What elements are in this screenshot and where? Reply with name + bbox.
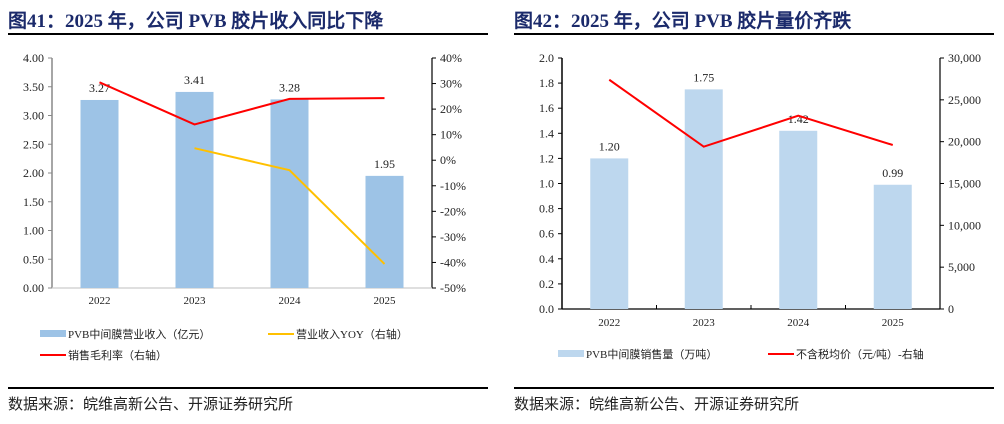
bar <box>590 158 629 309</box>
left-axis-tick-label: 1.8 <box>539 76 554 90</box>
legend-label: 不含税均价（元/吨）-右轴 <box>796 347 924 361</box>
left-axis-tick-label: 3.50 <box>23 80 44 94</box>
left-axis-tick-label: 1.00 <box>23 224 44 238</box>
x-axis-tick-label: 2023 <box>184 295 207 307</box>
bar <box>270 99 309 289</box>
title-rule-right <box>514 33 994 35</box>
source-rule-right <box>514 387 994 389</box>
left-axis-tick-label: 2.50 <box>23 137 44 151</box>
x-axis-tick-label: 2025 <box>882 317 905 329</box>
right-axis-tick-label: 10,000 <box>948 218 981 232</box>
series-line <box>99 81 385 126</box>
bar-data-label: 1.20 <box>599 139 620 153</box>
left-axis-tick-label: 0.00 <box>23 281 44 295</box>
left-axis-tick-label: 0.50 <box>23 252 44 266</box>
right-axis-tick-label: 5,000 <box>948 260 975 274</box>
left-axis-tick-label: 2.0 <box>539 51 554 65</box>
right-axis-tick-label: -20% <box>440 204 466 218</box>
left-axis-tick-label: 2.00 <box>23 166 44 180</box>
right-axis-tick-label: -40% <box>440 255 466 269</box>
bar-data-label: 0.99 <box>882 166 903 180</box>
source-rule-left <box>8 387 488 389</box>
right-axis-tick-label: 40% <box>440 51 462 65</box>
legend-label: PVB中间膜营业收入（亿元） <box>68 327 210 341</box>
bar-data-label: 1.75 <box>693 70 714 84</box>
x-axis-tick-label: 2024 <box>279 295 302 307</box>
right-axis-tick-label: 30% <box>440 77 462 91</box>
legend-label: 销售毛利率（右轴） <box>68 348 167 362</box>
bar <box>80 99 119 288</box>
legend-swatch-bar <box>40 330 66 337</box>
x-axis-tick-label: 2023 <box>693 317 716 329</box>
left-axis-tick-label: 1.0 <box>539 177 554 191</box>
bar-data-label: 3.28 <box>279 80 300 94</box>
left-axis-tick-label: 4.00 <box>23 51 44 65</box>
bar <box>779 130 818 309</box>
right-axis-tick-label: 0% <box>440 153 456 167</box>
series-line <box>194 147 386 265</box>
left-axis-tick-label: 3.00 <box>23 109 44 123</box>
bar-data-label: 1.42 <box>788 112 809 126</box>
legend-label: PVB中间膜销售量（万吨） <box>586 347 717 361</box>
right-axis-tick-label: 15,000 <box>948 177 981 191</box>
series-line <box>608 78 894 148</box>
right-axis-tick-label: -50% <box>440 281 466 295</box>
bar <box>365 175 404 288</box>
left-axis-tick-label: 1.6 <box>539 101 554 115</box>
left-axis-tick-label: 1.4 <box>539 126 554 140</box>
source-note-left: 数据来源：皖维高新公告、开源证券研究所 <box>8 397 294 413</box>
legend-swatch-bar <box>558 350 584 357</box>
right-axis-tick-label: 30,000 <box>948 51 981 65</box>
right-axis-tick-label: 25,000 <box>948 93 981 107</box>
bar-data-label: 3.41 <box>184 73 205 87</box>
title-rule-left <box>8 33 488 35</box>
left-axis-tick-label: 1.50 <box>23 195 44 209</box>
left-axis-tick-label: 0.0 <box>539 302 554 316</box>
x-axis-tick-label: 2022 <box>598 317 620 329</box>
x-axis-tick-label: 2025 <box>374 295 397 307</box>
left-axis-tick-label: 0.2 <box>539 277 554 291</box>
chart-title-right: 图42：2025 年，公司 PVB 胶片量价齐跌 <box>514 11 852 32</box>
right-axis-tick-label: -10% <box>440 179 466 193</box>
x-axis-tick-label: 2024 <box>787 317 810 329</box>
right-axis-tick-label: -30% <box>440 230 466 244</box>
right-axis-tick-label: 0 <box>948 302 954 316</box>
bar <box>873 184 912 309</box>
right-axis-tick-label: 20% <box>440 102 462 116</box>
legend-label: 营业收入YOY（右轴） <box>296 327 408 341</box>
left-axis-tick-label: 0.4 <box>539 252 554 266</box>
x-axis-tick-label: 2022 <box>89 295 111 307</box>
left-axis-tick-label: 0.6 <box>539 227 554 241</box>
source-note-right: 数据来源：皖维高新公告、开源证券研究所 <box>514 397 800 413</box>
left-axis-tick-label: 0.8 <box>539 202 554 216</box>
right-axis-tick-label: 10% <box>440 128 462 142</box>
right-axis-tick-label: 20,000 <box>948 135 981 149</box>
bar <box>684 89 723 309</box>
left-axis-tick-label: 1.2 <box>539 151 554 165</box>
bar-data-label: 1.95 <box>374 157 395 171</box>
chart-title-left: 图41：2025 年，公司 PVB 胶片收入同比下降 <box>8 11 384 32</box>
